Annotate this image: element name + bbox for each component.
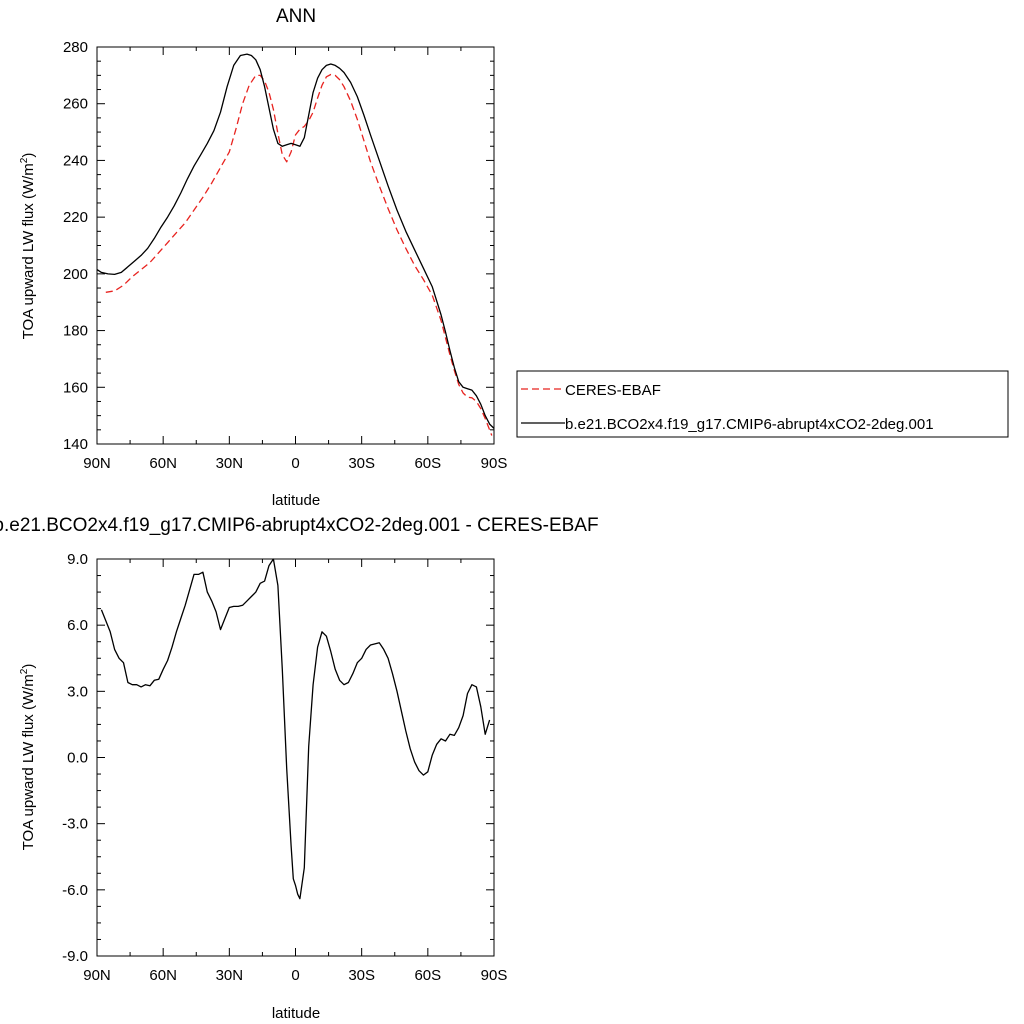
bottom-series-line-model: [100, 558, 491, 900]
bottom-y-axis-label-sup: 2: [19, 668, 30, 674]
top-x-tick-label: 90S: [481, 455, 508, 472]
legend: CERES-EBAF b.e21.BCO2x4.f19_g17.CMIP6-ab…: [516, 370, 1009, 438]
bottom-panel: b.e21.BCO2x4.f19_g17.CMIP6-abrupt4xCO2-2…: [0, 515, 599, 1022]
top-x-axis-label: latitude: [272, 492, 320, 509]
bottom-y-tick-label: -9.0: [62, 948, 88, 965]
top-series-group: [96, 53, 495, 436]
bottom-x-tick-label: 0: [291, 967, 299, 984]
bottom-x-tick-label: 60S: [414, 967, 441, 984]
bottom-y-tick-label: -3.0: [62, 816, 88, 833]
bottom-x-tick-label: 90N: [83, 967, 111, 984]
top-panel: ANN 90N 60N 30N 0 30S 60S 90S 140 160 180 200 220 24…: [19, 6, 507, 509]
bottom-y-tick-label: 6.0: [67, 617, 88, 634]
top-x-tick-label: 30S: [348, 455, 375, 472]
bottom-x-axis-label: latitude: [272, 1005, 320, 1022]
top-x-tick-label: 30N: [216, 455, 244, 472]
top-y-tick-label: 280: [63, 39, 88, 56]
top-y-axis-label: TOA upward LW flux (W/m2): [19, 153, 37, 340]
legend-box: [516, 370, 1009, 438]
bottom-chart-title: b.e21.BCO2x4.f19_g17.CMIP6-abrupt4xCO2-2…: [0, 515, 599, 536]
top-y-tick-label: 220: [63, 209, 88, 226]
bottom-y-axis-label-end: ): [20, 664, 37, 669]
bottom-axis-ticks: 90N 60N 30N 0 30S 60S 90S -9.0 -6.0 -3.0 0.0 3.0 6.0…: [62, 551, 507, 984]
bottom-x-tick-label: 30S: [348, 967, 375, 984]
top-x-tick-label: 60S: [414, 455, 441, 472]
bottom-x-tick-label: 90S: [481, 967, 508, 984]
top-y-axis-label-end: ): [20, 153, 37, 158]
bottom-y-tick-label: 9.0: [67, 551, 88, 568]
bottom-y-axis-label-main: TOA upward LW flux (W/m: [20, 674, 37, 850]
top-y-tick-label: 240: [63, 152, 88, 169]
bottom-x-tick-label: 60N: [149, 967, 177, 984]
top-y-tick-label: 200: [63, 266, 88, 283]
top-y-axis-label-sup: 2: [19, 157, 30, 163]
legend-label-ceres: CERES-EBAF: [565, 382, 661, 399]
top-x-tick-label: 60N: [149, 455, 177, 472]
bottom-y-axis-label: TOA upward LW flux (W/m2): [19, 664, 37, 851]
top-y-axis-label-main: TOA upward LW flux (W/m: [20, 163, 37, 339]
top-axis-ticks: 90N 60N 30N 0 30S 60S 90S 140 160 180 200 220 240 260…: [63, 39, 507, 472]
bottom-y-tick-label: 3.0: [67, 683, 88, 700]
top-x-tick-label: 0: [291, 455, 299, 472]
top-y-tick-label: 140: [63, 436, 88, 453]
legend-label-model: b.e21.BCO2x4.f19_g17.CMIP6-abrupt4xCO2-2…: [565, 416, 934, 433]
top-chart-title: ANN: [276, 6, 316, 27]
bottom-y-tick-label: -6.0: [62, 882, 88, 899]
top-y-tick-label: 260: [63, 96, 88, 113]
bottom-plot-frame: [96, 558, 495, 957]
top-series-line-model: [96, 53, 495, 429]
top-plot-frame: [96, 46, 495, 445]
bottom-x-tick-label: 30N: [216, 967, 244, 984]
bottom-series-group: [100, 558, 491, 900]
top-y-tick-label: 160: [63, 379, 88, 396]
bottom-y-tick-label: 0.0: [67, 750, 88, 767]
top-x-tick-label: 90N: [83, 455, 111, 472]
top-series-line-ceres-ebaf: [105, 73, 493, 436]
top-y-tick-label: 180: [63, 323, 88, 340]
